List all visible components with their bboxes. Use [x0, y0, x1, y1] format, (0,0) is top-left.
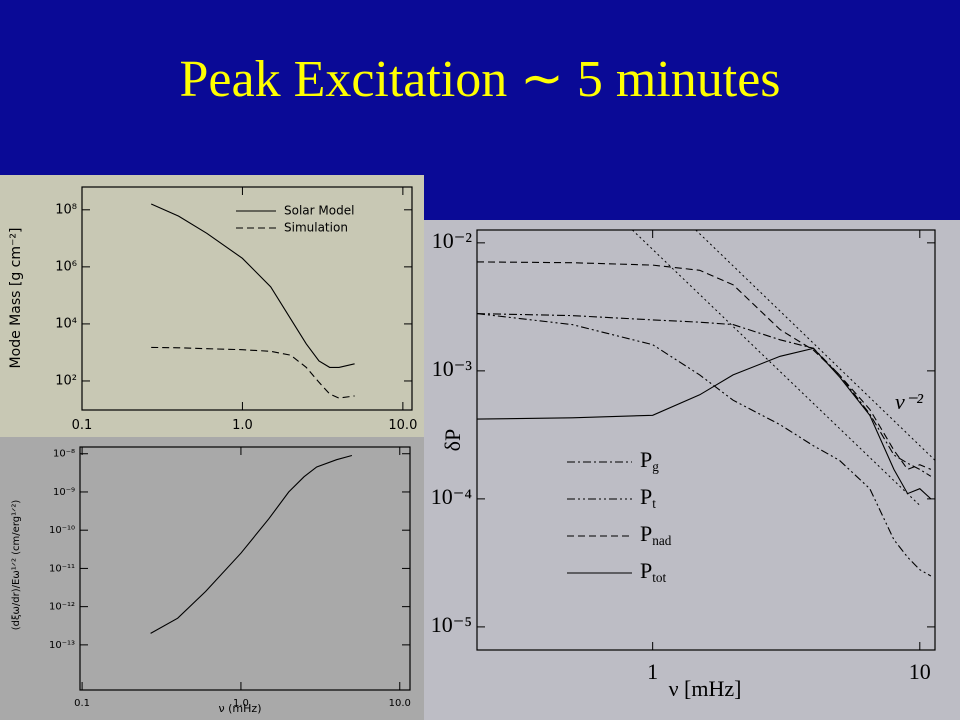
y-tick-label: 10⁻⁹	[53, 487, 75, 498]
chart: 0.1 1.0 10.0 10² 10⁴ 10⁶ 10⁸ Solar Model Simulat…	[0, 175, 424, 437]
y-tick-label: 10²	[55, 373, 77, 388]
y-axis-label: (dξω/dr)/Eω¹ᐟ² (cm/erg¹ᐟ²)	[11, 500, 22, 631]
y-tick-label: 10⁴	[55, 316, 77, 331]
x-tick-label: 10	[909, 659, 931, 684]
y-tick-label: 10⁻²	[432, 228, 473, 253]
y-tick-label: 10⁻¹¹	[49, 563, 75, 574]
annotation: ν⁻²	[895, 389, 923, 414]
plot-frame	[81, 186, 413, 411]
y-tick-label: 10⁻⁵	[431, 612, 472, 637]
legend-label: Pnad	[640, 521, 672, 548]
y-tick-label: 10⁻⁸	[53, 449, 75, 460]
data-line	[150, 454, 353, 634]
data-line	[150, 203, 355, 368]
panel-background	[0, 437, 424, 720]
panel-background	[424, 220, 960, 720]
chart: 1 10 10⁻⁵ 10⁻⁴ 10⁻³ 10⁻² Pg Pt Pnad Ptot δP ν [mHz]…	[424, 220, 960, 720]
y-axis-label: δP	[440, 429, 465, 452]
data-line	[151, 346, 355, 399]
x-tick-label: 1.0	[233, 698, 249, 709]
x-tick-label: 0.1	[72, 418, 93, 433]
x-tick-label: 10.0	[388, 418, 417, 433]
legend-label: Pg	[640, 447, 659, 474]
data-line	[476, 347, 932, 500]
reference-line	[695, 229, 936, 461]
y-tick-label: 10⁻⁴	[431, 484, 473, 509]
y-axis-label: Mode Mass [g cm⁻²]	[8, 228, 24, 369]
legend-label: Pt	[640, 484, 656, 511]
panel-background	[0, 175, 424, 437]
y-tick-label: 10⁻³	[432, 356, 473, 381]
chart: 0.1 1.0 10.0 10⁻¹³ 10⁻¹² 10⁻¹¹ 10⁻¹⁰ 10⁻⁹ 10⁻⁸ (d…	[0, 437, 424, 720]
x-axis-label: ν (mHz)	[219, 702, 262, 715]
legend-label: Ptot	[640, 558, 667, 585]
y-tick-label: 10⁻¹³	[49, 640, 75, 651]
data-line	[476, 313, 932, 577]
y-tick-label: 10⁸	[55, 202, 77, 217]
y-tick-label: 10⁶	[55, 259, 77, 274]
data-line	[476, 261, 932, 471]
reference-line	[632, 229, 921, 506]
legend-label: Solar Model	[284, 204, 354, 218]
x-tick-label: 10.0	[389, 698, 411, 709]
x-axis-label: ν [mHz]	[669, 676, 742, 701]
x-tick-label: 1	[647, 659, 658, 684]
legend-label: Simulation	[284, 221, 348, 235]
x-tick-label: 1.0	[232, 418, 253, 433]
x-tick-label: 0.1	[74, 698, 90, 709]
y-tick-label: 10⁻¹²	[49, 602, 75, 613]
slide-title: Peak Excitation ∼ 5 minutes	[179, 51, 780, 108]
y-tick-label: 10⁻¹⁰	[49, 525, 75, 536]
plot-frame	[476, 229, 936, 651]
